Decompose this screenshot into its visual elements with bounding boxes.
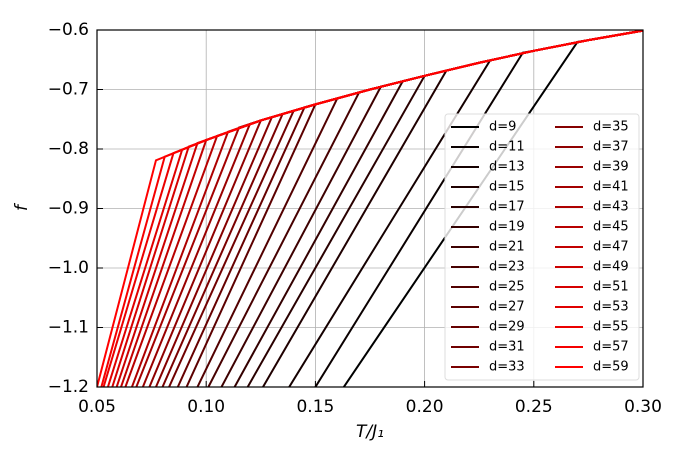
legend-label: d=45 [593,220,629,235]
legend-label: d=9 [489,120,516,135]
legend-label: d=25 [489,280,525,295]
x-tick-label: 0.15 [296,397,334,417]
legend-label: d=37 [593,140,629,155]
legend-label: d=59 [593,360,629,375]
legend-label: d=23 [489,260,525,275]
y-tick-label: −0.9 [48,199,89,219]
legend-label: d=43 [593,200,629,215]
legend-label: d=29 [489,320,525,335]
legend-label: d=11 [489,140,525,155]
y-tick-label: −1.0 [48,258,89,278]
y-axis-label: f [12,202,32,211]
x-tick-label: 0.30 [624,397,662,417]
x-tick-label: 0.10 [187,397,225,417]
legend-label: d=35 [593,120,629,135]
legend-label: d=49 [593,260,629,275]
legend-label: d=19 [489,220,525,235]
frame [96,29,644,388]
legend-label: d=31 [489,340,525,355]
legend-label: d=41 [593,180,629,195]
legend-box [444,113,640,381]
y-tick-label: −1.1 [48,318,89,338]
legend-label: d=55 [593,320,629,335]
legend-label: d=21 [489,240,525,255]
y-tick-label: −1.2 [48,377,89,397]
legend-label: d=51 [593,280,629,295]
x-tick-label: 0.25 [515,397,553,417]
x-axis-label: T/J₁ [356,422,384,442]
legend-label: d=17 [489,200,525,215]
legend-label: d=39 [593,160,629,175]
legend-label: d=27 [489,300,525,315]
legend-label: d=47 [593,240,629,255]
series-line [97,30,643,387]
legend-label: d=15 [489,180,525,195]
y-tick-label: −0.6 [48,20,89,40]
y-tick-label: −0.8 [48,139,89,159]
x-tick-label: 0.20 [406,397,444,417]
legend-label: d=13 [489,160,525,175]
x-tick-label: 0.05 [78,397,116,417]
plot-lines [97,30,643,387]
legend-label: d=33 [489,360,525,375]
legend-label: d=57 [593,340,629,355]
legend-label: d=53 [593,300,629,315]
y-tick-label: −0.7 [48,80,89,100]
